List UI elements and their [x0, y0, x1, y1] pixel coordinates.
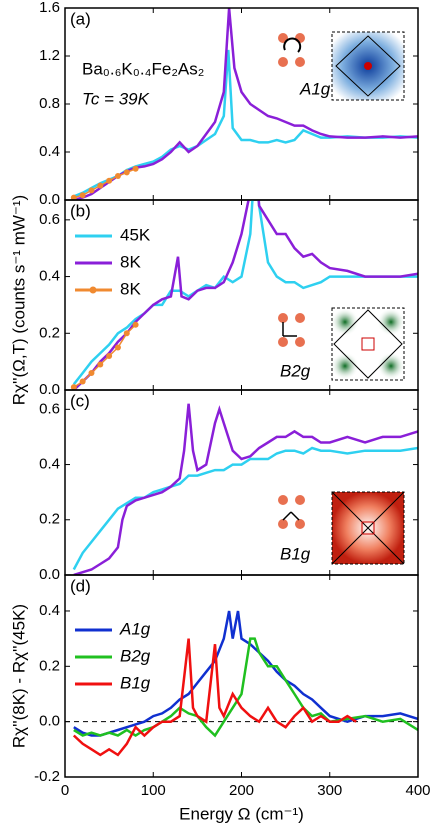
y-axis-label: Rχ''(8K) - Rχ''(45K): [9, 604, 28, 748]
y-tick-label: 0.6: [39, 400, 60, 417]
series-line: [73, 403, 418, 575]
y-tick-label: 0.2: [39, 657, 60, 674]
x-tick-label: 0: [61, 782, 69, 799]
marker: [106, 177, 113, 184]
marker: [79, 378, 86, 385]
y-tick-label: 0.6: [39, 211, 60, 228]
marker: [123, 169, 130, 176]
inset-c: [278, 491, 405, 565]
marker: [88, 369, 95, 376]
legend-label: B2g: [120, 646, 151, 665]
y-tick-label: 0.4: [39, 456, 60, 473]
marker: [97, 361, 104, 368]
y-tick-label: 0.2: [39, 324, 60, 341]
axes-frame: [64, 574, 419, 778]
series-line: [72, 446, 418, 571]
marker: [132, 165, 139, 172]
y-tick-label: 0.0: [39, 566, 60, 583]
y-tick-label: 0.0: [39, 191, 60, 208]
marker: [106, 352, 113, 359]
panel-label: (b): [70, 201, 91, 220]
series-line: [72, 200, 418, 386]
marker: [114, 173, 121, 179]
annotation: Tc = 39K: [82, 89, 150, 108]
inset-b: [278, 307, 405, 381]
y-tick-label: 0.2: [39, 511, 60, 528]
legend-label: 8K: [120, 252, 141, 271]
legend-marker: [89, 286, 97, 294]
annotation: A1g: [299, 79, 331, 98]
series-line: [73, 637, 418, 738]
y-tick-label: 0.4: [39, 602, 60, 619]
marker: [114, 344, 121, 351]
y-tick-label: 0.0: [39, 713, 60, 730]
y-tick-label: 0.4: [39, 268, 60, 285]
legend-label: 8K: [120, 279, 141, 298]
marker: [70, 384, 77, 391]
annotation: B1g: [280, 544, 311, 563]
x-tick-label: 100: [141, 782, 166, 799]
y-tick-label: -0.2: [34, 768, 60, 785]
y-tick-label: 0.4: [39, 143, 60, 160]
y-axis-label: Rχ''(Ω,T) (counts s⁻¹ mW⁻¹): [9, 195, 28, 405]
x-tick-label: 200: [229, 782, 254, 799]
panel-label: (c): [70, 391, 90, 410]
marker: [132, 321, 139, 328]
x-tick-label: 300: [317, 782, 342, 799]
panel-label: (d): [70, 576, 91, 595]
y-tick-label: 1.2: [39, 47, 60, 64]
panel-label: (a): [70, 9, 91, 28]
marker: [123, 330, 130, 337]
series-line: [73, 610, 418, 737]
legend-label: 45K: [120, 225, 151, 244]
x-tick-label: 400: [405, 782, 430, 799]
marker: [97, 182, 104, 189]
marker: [70, 194, 77, 201]
marker: [88, 187, 95, 194]
y-tick-label: 0.0: [39, 381, 60, 398]
legend-label: A1g: [119, 619, 151, 638]
inset-a: [278, 31, 405, 101]
y-tick-label: 0.8: [39, 95, 60, 112]
x-axis-label: Energy Ω (cm⁻¹): [179, 804, 304, 823]
annotation: B2g: [280, 361, 311, 380]
marker: [79, 192, 86, 199]
series-line: [72, 638, 357, 757]
annotation: Ba₀.₆K₀.₄Fe₂As₂: [82, 59, 204, 78]
legend-label: B1g: [120, 673, 151, 692]
y-tick-label: 1.6: [39, 0, 60, 16]
